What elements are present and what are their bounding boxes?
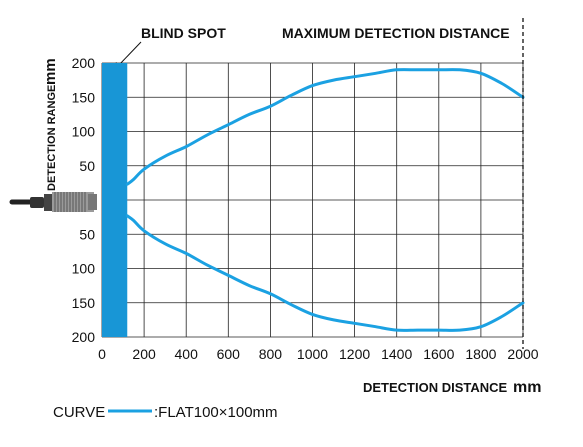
x-tick-label: 1200: [339, 346, 370, 362]
x-tick-label: 1400: [381, 346, 412, 362]
lower-curve: [125, 214, 525, 332]
legend-entry: :FLAT100×100mm: [154, 404, 278, 421]
upper-curve: [125, 68, 525, 186]
y-tick-labels: 20015010050050100150200: [72, 55, 96, 345]
x-tick-label: 1600: [423, 346, 454, 362]
y-tick-label: 100: [72, 124, 96, 140]
detection-curves: [125, 68, 525, 332]
x-tick-labels: 0 200 400 600 800 1000 1200 1400 1600 1800 2000: [98, 346, 539, 362]
legend-label: CURVE: [53, 404, 105, 421]
x-tick-label: 1800: [465, 346, 496, 362]
y-axis-unit: mm: [42, 58, 59, 85]
blind-spot-region: [102, 63, 128, 337]
y-tick-label: 200: [72, 55, 96, 71]
x-tick-label: 800: [259, 346, 283, 362]
x-tick-label: 0: [98, 346, 106, 362]
y-tick-label: 50: [79, 158, 95, 174]
x-axis-title: DETECTION DISTANCE: [363, 380, 508, 395]
blind-spot-arrow: [117, 41, 142, 67]
x-tick-label: 2000: [507, 346, 538, 362]
x-tick-label: 200: [132, 346, 156, 362]
x-tick-label: 600: [217, 346, 241, 362]
y-tick-label: 200: [72, 329, 96, 345]
x-axis-unit: mm: [513, 379, 541, 396]
x-tick-label: 400: [175, 346, 199, 362]
y-tick-label: 100: [72, 261, 96, 277]
sensor-icon: [9, 192, 97, 212]
max-distance-annotation: MAXIMUM DETECTION DISTANCE: [282, 25, 510, 41]
y-tick-label: 50: [79, 226, 95, 242]
grid: [101, 62, 524, 338]
blind-spot-annotation: BLIND SPOT: [141, 25, 226, 41]
y-axis-title: DETECTION RANGE: [46, 85, 58, 191]
y-tick-label: 150: [72, 89, 96, 105]
x-tick-label: 1000: [297, 346, 328, 362]
y-tick-label: 150: [72, 295, 96, 311]
